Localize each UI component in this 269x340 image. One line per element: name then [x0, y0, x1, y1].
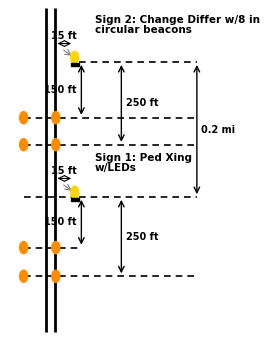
Text: 15 ft: 15 ft	[51, 166, 77, 176]
Circle shape	[20, 112, 28, 124]
Text: Sign 1: Ped Xing: Sign 1: Ped Xing	[95, 153, 192, 163]
Circle shape	[52, 139, 60, 151]
Text: Sign 2: Change Differ w/8 in: Sign 2: Change Differ w/8 in	[95, 15, 260, 25]
Circle shape	[71, 186, 79, 198]
Circle shape	[20, 241, 28, 254]
Text: 15 ft: 15 ft	[51, 31, 77, 41]
Circle shape	[52, 270, 60, 282]
Circle shape	[20, 139, 28, 151]
Text: w/LEDs: w/LEDs	[95, 163, 137, 173]
FancyBboxPatch shape	[71, 198, 79, 201]
Text: 0.2 mi: 0.2 mi	[201, 124, 235, 135]
Circle shape	[71, 51, 79, 64]
Text: 250 ft: 250 ft	[126, 98, 158, 108]
FancyBboxPatch shape	[71, 63, 79, 66]
Text: circular beacons: circular beacons	[95, 25, 192, 35]
Circle shape	[52, 241, 60, 254]
Circle shape	[52, 112, 60, 124]
Text: 150 ft: 150 ft	[44, 217, 77, 227]
Text: 250 ft: 250 ft	[126, 232, 158, 242]
Text: 150 ft: 150 ft	[44, 85, 77, 95]
Circle shape	[20, 270, 28, 282]
